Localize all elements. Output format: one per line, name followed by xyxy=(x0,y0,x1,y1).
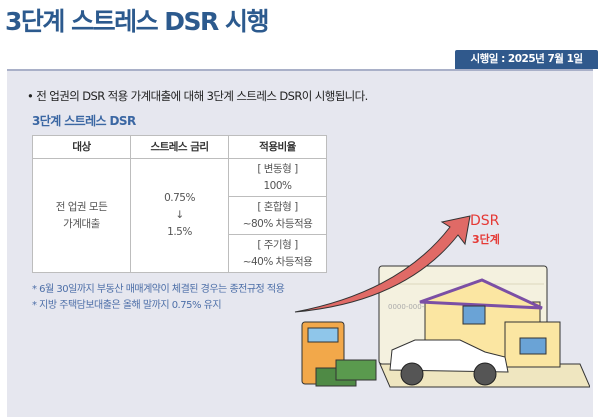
target-line: 가계대출 xyxy=(63,217,100,230)
arrow-down-icon: ↓ xyxy=(175,209,184,221)
ratio-type: [ 혼합형 ] xyxy=(257,200,298,213)
ratio-cell: [ 혼합형 ] ~80% 차등적용 xyxy=(228,196,327,235)
ratio-type: [ 주기형 ] xyxy=(257,238,298,251)
ratio-value: ~80% 차등적용 xyxy=(242,217,313,230)
header-target: 대상 xyxy=(32,135,131,159)
stage-label: 3단계 xyxy=(472,232,500,246)
ratio-cell: [ 변동형 ] 100% xyxy=(228,158,327,197)
ratio-type: [ 변동형 ] xyxy=(257,162,298,175)
target-line: 전 업권 모든 xyxy=(55,200,108,213)
car-icon xyxy=(389,339,509,386)
rate-cell: 0.75% ↓ 1.5% xyxy=(130,158,229,273)
dsr-illustration: 0000-000-00 DSR 3단계 xyxy=(294,213,590,388)
header-rate: 스트레스 금리 xyxy=(130,135,229,159)
note: * 6월 30일까지 부동산 매매계약이 체결된 경우는 종전규정 적용 xyxy=(32,284,285,295)
notes: * 6월 30일까지 부동산 매매계약이 체결된 경우는 종전규정 적용 * 지… xyxy=(32,282,285,314)
ratio-value: 100% xyxy=(263,179,292,192)
rate-from: 0.75% xyxy=(164,192,195,204)
page-title: 3단계 스트레스 DSR 시행 xyxy=(5,7,270,36)
effective-date-badge: 시행일 : 2025년 7월 1일 xyxy=(455,50,598,69)
section-subtitle: 3단계 스트레스 DSR xyxy=(32,114,136,128)
lead-text: • 전 업권의 DSR 적용 가계대출에 대해 3단계 스트레스 DSR이 시행… xyxy=(27,89,368,103)
rising-arrow-icon xyxy=(294,215,471,313)
content-panel: • 전 업권의 DSR 적용 가계대출에 대해 3단계 스트레스 DSR이 시행… xyxy=(7,69,593,417)
rate-to: 1.5% xyxy=(167,226,192,238)
ratio-cell: [ 주기형 ] ~40% 차등적용 xyxy=(228,234,327,273)
note: * 지방 주택담보대출은 올해 말까지 0.75% 유지 xyxy=(32,300,222,311)
header-ratio: 적용비율 xyxy=(228,135,327,159)
ratio-value: ~40% 차등적용 xyxy=(242,255,313,268)
account-number: 0000-000-00 xyxy=(388,303,433,311)
money-stack-icon xyxy=(315,359,377,387)
dsr-label: DSR xyxy=(470,213,500,229)
